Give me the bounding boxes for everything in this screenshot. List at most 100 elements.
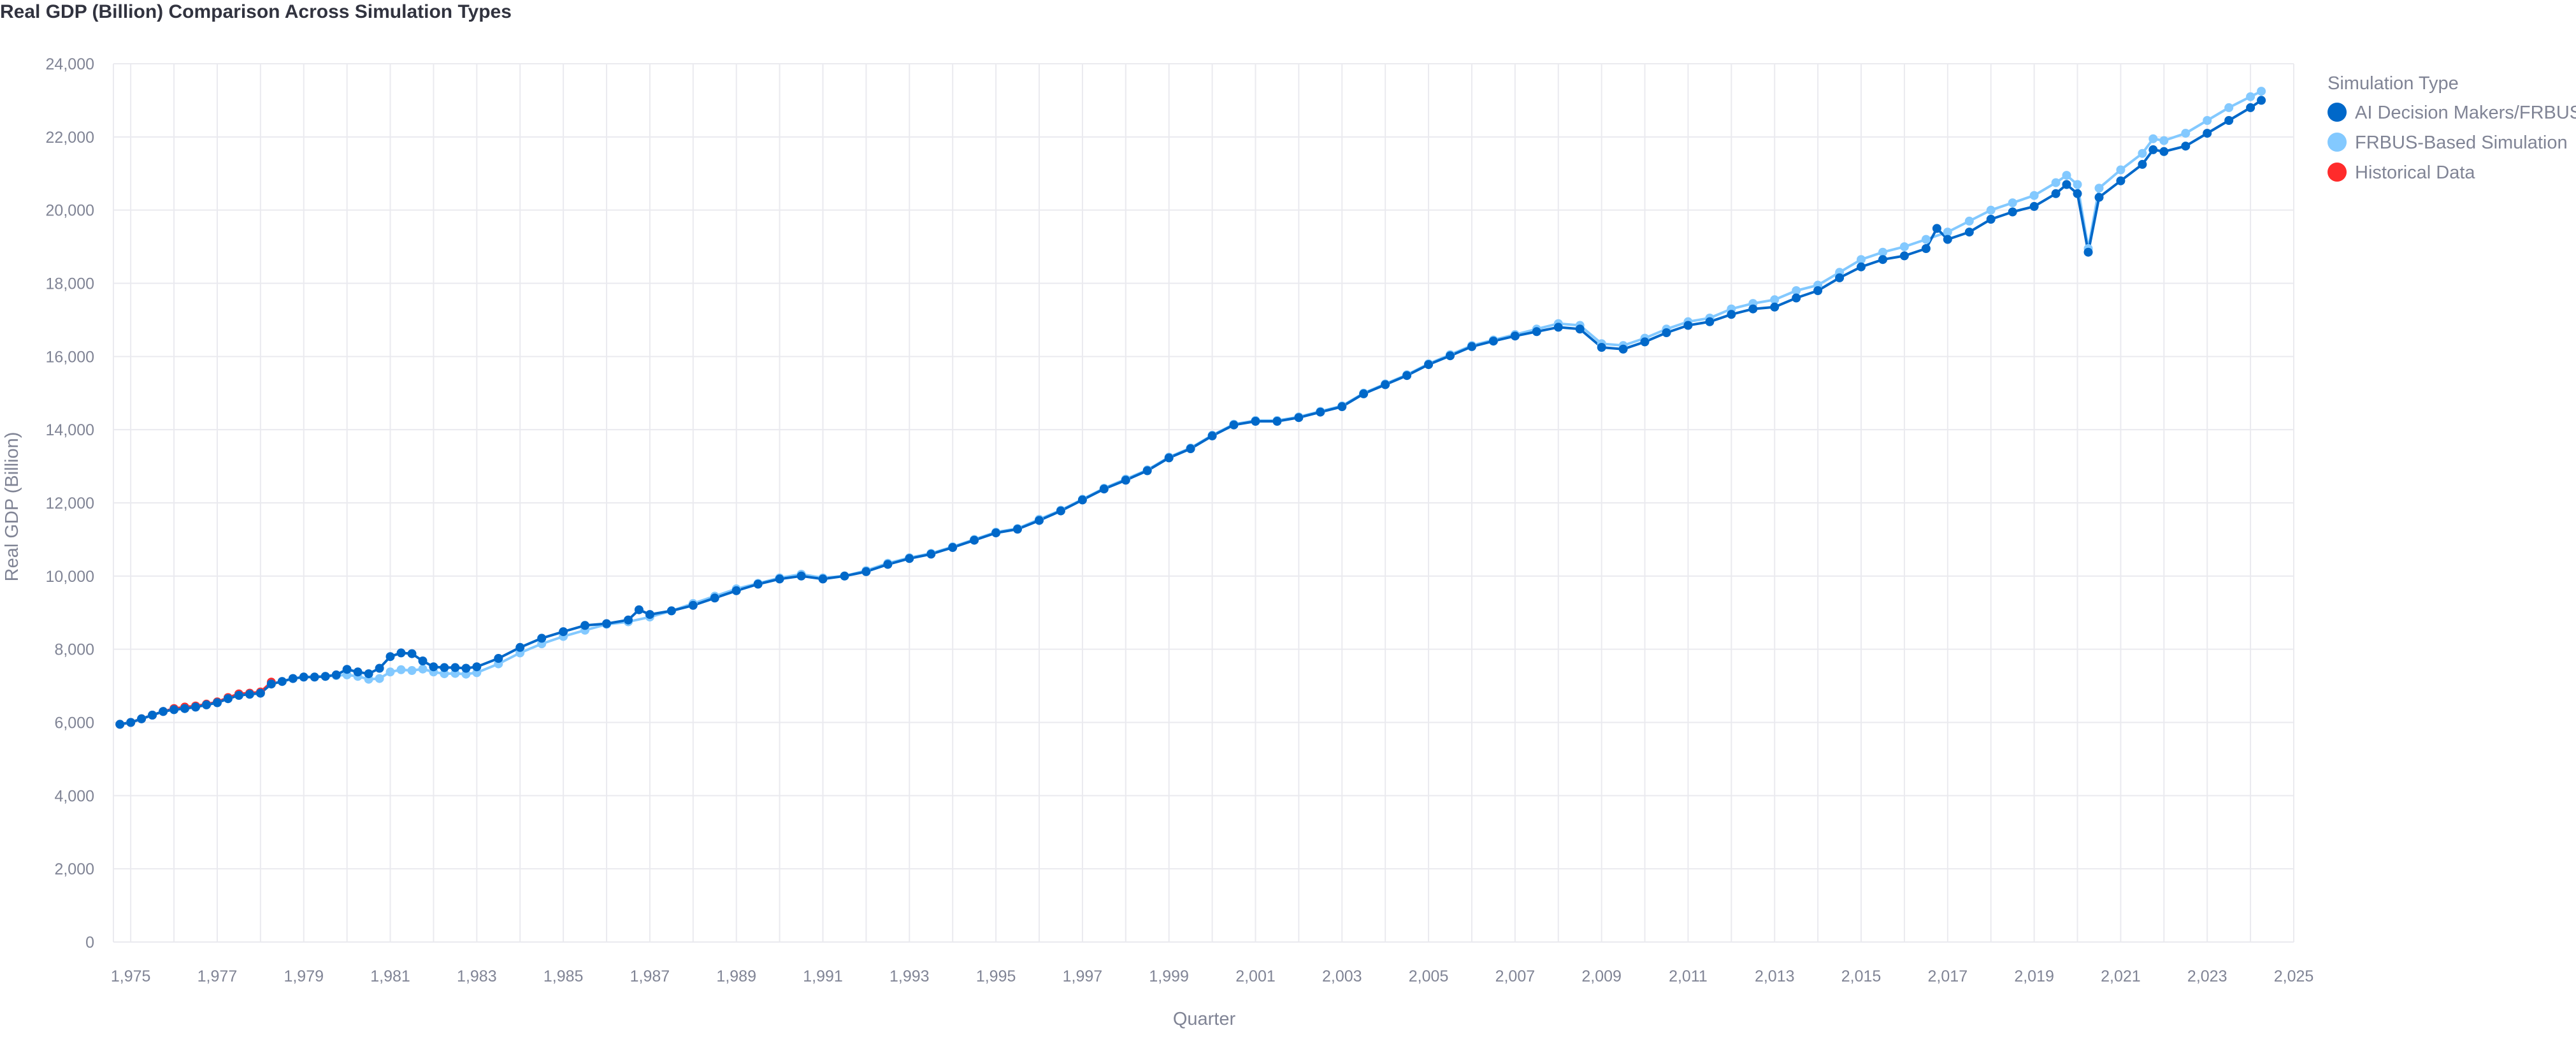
data-point-ai-decision-makers-frbus [970, 535, 979, 545]
data-point-ai-decision-makers-frbus [1467, 342, 1476, 351]
data-point-frbus-based-simulation [375, 674, 384, 683]
data-point-ai-decision-makers-frbus [1359, 389, 1369, 398]
data-point-ai-decision-makers-frbus [2062, 180, 2071, 189]
data-point-ai-decision-makers-frbus [472, 662, 482, 672]
data-point-frbus-based-simulation [2029, 191, 2039, 200]
x-tick-label: 1,991 [803, 968, 843, 985]
data-point-ai-decision-makers-frbus [320, 672, 330, 681]
data-point-frbus-based-simulation [440, 669, 449, 679]
data-point-ai-decision-makers-frbus [1316, 407, 1325, 417]
x-tick-label: 2,001 [1235, 968, 1276, 985]
data-point-ai-decision-makers-frbus [299, 672, 308, 682]
data-point-frbus-based-simulation [2203, 116, 2212, 125]
legend-label: FRBUS-Based Simulation [2355, 133, 2568, 153]
data-point-ai-decision-makers-frbus [115, 720, 125, 729]
x-tick-label: 1,989 [716, 968, 756, 985]
data-point-ai-decision-makers-frbus [375, 663, 384, 673]
data-point-ai-decision-makers-frbus [1705, 317, 1715, 326]
legend-items: AI Decision Makers/FRBUS FRBUS-Based Simu… [2328, 103, 2576, 183]
data-point-ai-decision-makers-frbus [245, 690, 254, 699]
x-tick-label: 1,975 [111, 968, 151, 985]
data-point-ai-decision-makers-frbus [1683, 321, 1693, 330]
series-lines [119, 90, 2263, 726]
grid-lines [113, 63, 2294, 943]
data-point-frbus-based-simulation [385, 667, 395, 677]
data-point-ai-decision-makers-frbus [580, 621, 590, 630]
data-point-ai-decision-makers-frbus [407, 649, 417, 658]
legend-label: AI Decision Makers/FRBUS [2355, 103, 2576, 123]
data-point-ai-decision-makers-frbus [461, 663, 471, 673]
legend-swatch [2328, 163, 2347, 182]
data-point-ai-decision-makers-frbus [883, 560, 893, 569]
legend-label: Historical Data [2355, 163, 2475, 183]
data-point-ai-decision-makers-frbus [926, 549, 936, 559]
data-point-ai-decision-makers-frbus [602, 619, 611, 628]
data-point-ai-decision-makers-frbus [991, 528, 1001, 538]
data-point-ai-decision-makers-frbus [169, 705, 179, 714]
data-point-ai-decision-makers-frbus [1553, 323, 1563, 332]
data-point-ai-decision-makers-frbus [126, 718, 136, 727]
data-point-frbus-based-simulation [2246, 92, 2256, 101]
x-tick-label: 1,987 [630, 968, 670, 985]
x-tick-label: 1,983 [457, 968, 497, 985]
y-tick-label: 12,000 [46, 495, 94, 512]
data-point-ai-decision-makers-frbus [191, 702, 200, 712]
data-point-ai-decision-makers-frbus [1294, 413, 1304, 423]
data-point-ai-decision-makers-frbus [385, 652, 395, 662]
x-tick-label: 2,009 [1581, 968, 1622, 985]
x-tick-label: 1,997 [1063, 968, 1103, 985]
data-point-ai-decision-makers-frbus [710, 593, 719, 603]
data-point-ai-decision-makers-frbus [1207, 431, 1217, 440]
data-point-frbus-based-simulation [1921, 235, 1931, 244]
data-point-ai-decision-makers-frbus [1857, 262, 1866, 272]
y-tick-label: 6,000 [54, 714, 94, 732]
x-axis-ticks: 1,975 1,977 1,979 1,981 1,983 1,985 1,987 1,989… [111, 968, 2313, 985]
data-point-ai-decision-makers-frbus [148, 711, 157, 720]
y-tick-label: 10,000 [46, 568, 94, 586]
x-tick-label: 2,025 [2274, 968, 2314, 985]
data-point-ai-decision-makers-frbus [342, 665, 352, 674]
data-point-frbus-based-simulation [2257, 87, 2266, 96]
legend: Simulation Type AI Decision Makers/FRBUS… [2328, 73, 2576, 183]
data-point-frbus-based-simulation [1878, 247, 1887, 257]
data-point-ai-decision-makers-frbus [2051, 189, 2061, 198]
x-tick-label: 2,019 [2014, 968, 2054, 985]
data-point-ai-decision-makers-frbus [1813, 286, 1823, 295]
data-point-ai-decision-makers-frbus [2159, 147, 2169, 156]
data-point-ai-decision-makers-frbus [1899, 251, 1909, 261]
x-tick-label: 2,003 [1322, 968, 1362, 985]
x-tick-label: 2,015 [1841, 968, 1882, 985]
data-point-ai-decision-makers-frbus [731, 586, 741, 595]
data-point-ai-decision-makers-frbus [266, 679, 276, 689]
data-point-frbus-based-simulation [1857, 255, 1866, 265]
data-point-ai-decision-makers-frbus [1510, 331, 1520, 341]
data-point-frbus-based-simulation [2073, 180, 2082, 189]
data-point-ai-decision-makers-frbus [2203, 129, 2212, 138]
data-point-ai-decision-makers-frbus [255, 688, 265, 698]
data-point-ai-decision-makers-frbus [137, 714, 147, 723]
data-point-ai-decision-makers-frbus [2246, 103, 2256, 112]
data-point-ai-decision-makers-frbus [180, 704, 189, 713]
data-point-ai-decision-makers-frbus [1142, 466, 1152, 475]
data-point-ai-decision-makers-frbus [2138, 159, 2147, 169]
data-point-frbus-based-simulation [1964, 216, 1974, 226]
data-point-ai-decision-makers-frbus [1921, 244, 1931, 253]
data-point-ai-decision-makers-frbus [1792, 293, 1801, 303]
data-point-ai-decision-makers-frbus [1597, 343, 1606, 352]
data-point-ai-decision-makers-frbus [1381, 380, 1390, 389]
data-point-ai-decision-makers-frbus [666, 606, 676, 616]
data-point-ai-decision-makers-frbus [1186, 444, 1195, 453]
x-tick-label: 1,993 [889, 968, 930, 985]
data-point-ai-decision-makers-frbus [213, 698, 222, 707]
data-point-ai-decision-makers-frbus [2148, 145, 2158, 154]
data-point-ai-decision-makers-frbus [1932, 224, 1941, 233]
data-point-frbus-based-simulation [2138, 149, 2147, 158]
legend-title: Simulation Type [2328, 73, 2459, 94]
data-point-ai-decision-makers-frbus [753, 579, 763, 589]
data-point-ai-decision-makers-frbus [277, 677, 287, 686]
y-tick-label: 16,000 [46, 348, 94, 366]
x-tick-label: 1,981 [370, 968, 410, 985]
data-point-ai-decision-makers-frbus [331, 670, 341, 679]
data-point-ai-decision-makers-frbus [353, 667, 363, 677]
